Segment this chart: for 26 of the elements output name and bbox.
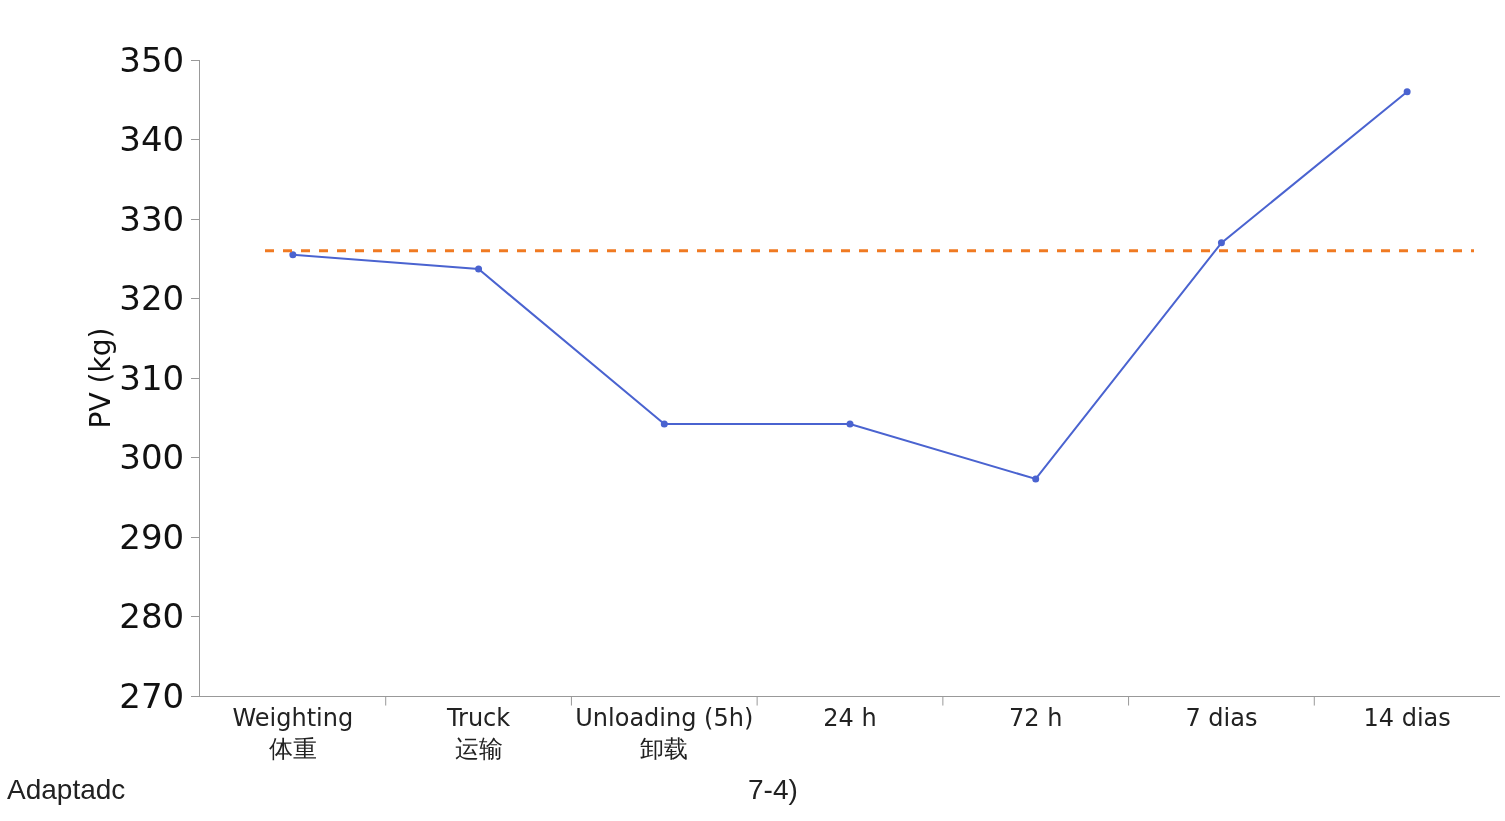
x-tick-label: 24 h bbox=[823, 703, 877, 732]
y-tick-label: 340 bbox=[119, 119, 185, 160]
y-tick-label: 270 bbox=[119, 675, 185, 716]
y-tick-label: 350 bbox=[119, 39, 185, 80]
y-tick-label: 290 bbox=[119, 516, 185, 557]
x-tick-label: Weighting 体重 bbox=[232, 703, 354, 763]
point bbox=[660, 420, 668, 428]
point bbox=[1403, 88, 1411, 96]
x-tick-label: Truck 运输 bbox=[445, 703, 511, 763]
y-axis-title: PV (kg) bbox=[84, 327, 118, 429]
text: Adaptadc bbox=[7, 774, 126, 805]
point bbox=[1032, 475, 1040, 483]
x-tick-label: 7 dias bbox=[1185, 703, 1258, 732]
point bbox=[289, 251, 297, 259]
y-tick-label: 320 bbox=[119, 278, 185, 319]
point bbox=[1217, 239, 1225, 247]
point bbox=[475, 265, 483, 273]
x-tick-label: Unloading (5h) 卸载 bbox=[575, 703, 754, 763]
x-tick-label: 72 h bbox=[1009, 703, 1063, 732]
y-tick-label: 280 bbox=[119, 596, 185, 637]
point bbox=[846, 420, 854, 428]
y-tick-label: 310 bbox=[119, 357, 185, 398]
text: 7-4) bbox=[748, 774, 798, 805]
x-tick-label: 14 dias bbox=[1363, 703, 1451, 732]
y-tick-label: 330 bbox=[119, 198, 185, 239]
y-tick-label: 300 bbox=[119, 437, 185, 478]
